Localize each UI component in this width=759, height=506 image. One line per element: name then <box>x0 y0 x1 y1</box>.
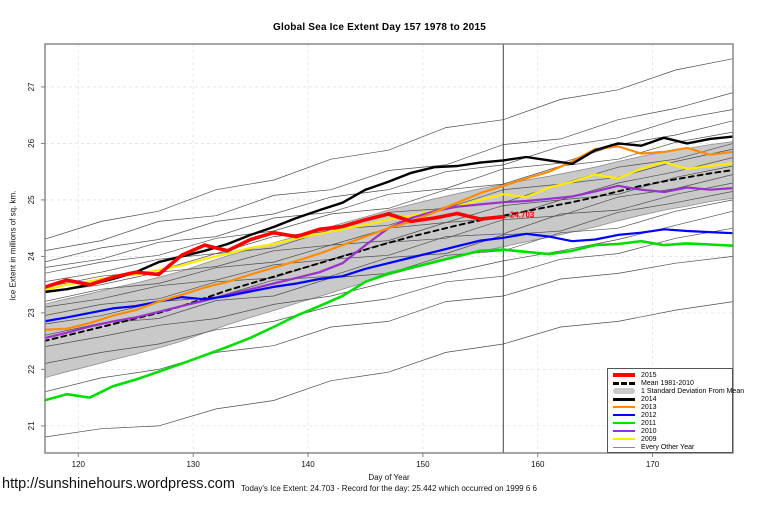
legend-item: Mean 1981-2010 <box>612 379 732 387</box>
x-tick-label: 170 <box>646 460 660 469</box>
footer-status-text: Today's Ice Extent: 24.703 - Record for … <box>241 484 537 493</box>
legend-swatch-line <box>612 405 636 409</box>
legend-item: 2009 <box>612 435 732 443</box>
x-tick-label: 120 <box>72 460 86 469</box>
legend-label: Mean 1981-2010 <box>641 379 694 387</box>
legend-label: 2010 <box>641 427 657 435</box>
legend-item: 2010 <box>612 427 732 435</box>
series-2013 <box>45 145 733 331</box>
legend-swatch-line <box>612 421 636 425</box>
legend-swatch-line <box>612 413 636 417</box>
y-tick-label: 21 <box>27 421 36 430</box>
chart-title: Global Sea Ice Extent Day 157 1978 to 20… <box>273 22 486 33</box>
std-dev-band <box>45 141 733 379</box>
legend-item: 2014 <box>612 395 732 403</box>
axis-ticks: 120 130 140 150 160 170 21 22 23 24 25 26 27 <box>27 82 660 469</box>
legend-item: 2011 <box>612 419 732 427</box>
footer-url-text: http://sunshinehours.wordpress.com <box>2 476 235 492</box>
legend-swatch-line <box>612 373 636 377</box>
x-tick-label: 140 <box>301 460 315 469</box>
series-2009 <box>45 161 733 292</box>
legend-item: 2012 <box>612 411 732 419</box>
series-2011 <box>45 239 733 402</box>
x-tick-label: 130 <box>186 460 200 469</box>
legend-label: 2015 <box>641 371 657 379</box>
y-tick-label: 23 <box>27 308 36 317</box>
y-tick-label: 27 <box>27 82 36 91</box>
x-tick-label: 150 <box>416 460 430 469</box>
legend-label: 2011 <box>641 419 657 427</box>
legend-swatch-dashed <box>612 381 636 385</box>
y-tick-label: 25 <box>27 195 36 204</box>
x-tick-label: 160 <box>531 460 545 469</box>
legend-label: 2012 <box>641 411 657 419</box>
legend-item: 1 Standard Deviation From Mean <box>612 387 744 395</box>
series-2014 <box>45 135 733 294</box>
legend-label: 2013 <box>641 403 657 411</box>
legend-item: Every Other Year <box>612 443 732 451</box>
legend-label: Every Other Year <box>641 443 695 451</box>
legend-item: 2013 <box>612 403 732 411</box>
legend-swatch-line <box>612 397 636 401</box>
legend: 2015 Mean 1981-2010 1 Standard Deviation F… <box>607 368 744 453</box>
legend-swatch-band <box>612 388 636 394</box>
x-axis-label: Day of Year <box>368 473 410 482</box>
legend-swatch-line <box>612 446 636 448</box>
legend-label: 2009 <box>641 435 657 443</box>
legend-label: 1 Standard Deviation From Mean <box>641 387 745 395</box>
legend-swatch-line <box>612 429 636 433</box>
series-2015 <box>45 211 506 290</box>
y-tick-label: 26 <box>27 138 36 147</box>
plot-border <box>44 43 734 454</box>
y-tick-label: 24 <box>27 251 36 260</box>
y-tick-label: 22 <box>27 364 36 373</box>
todays-extent-annotation: 24.703 <box>510 211 535 220</box>
legend-label: 2014 <box>641 395 657 403</box>
legend-swatch-line <box>612 437 636 441</box>
legend-item: 2015 <box>612 371 732 379</box>
